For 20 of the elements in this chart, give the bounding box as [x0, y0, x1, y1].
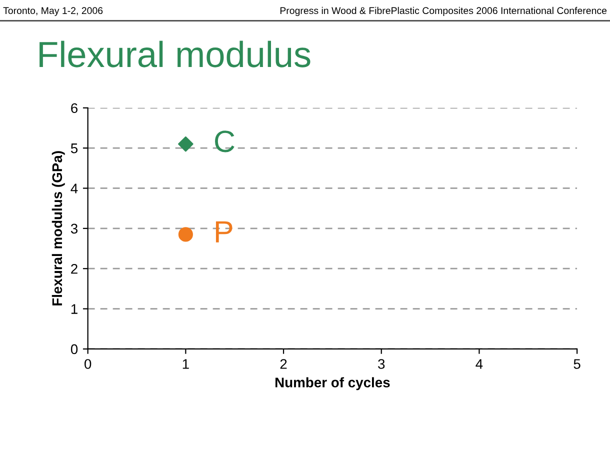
y-tick-label: 2 [71, 264, 78, 274]
x-tick-label: 1 [182, 359, 189, 369]
series-label: P [216, 221, 232, 242]
text: Toronto, May 1-2, 2006 [3, 7, 103, 16]
y-tick-label: 3 [70, 224, 78, 234]
text: Progress in Wood & FibrePlastic Composites 2006 International Conference [280, 6, 607, 16]
y-tick-label: 6 [71, 103, 78, 114]
y-tick-label: 5 [70, 144, 78, 154]
series-label: C [215, 130, 234, 152]
y-tick-label: 4 [70, 184, 78, 194]
chart-title: Flexural modulus [40, 40, 310, 68]
x-tick-label: 5 [574, 359, 580, 369]
y-tick-label: 0 [70, 344, 78, 354]
y-tick-label: 1 [71, 304, 78, 314]
y-axis-title: Flexural modulus (GPa) [52, 151, 65, 306]
x-tick-label: 2 [280, 359, 287, 369]
x-axis-title: Number of cycles [275, 377, 390, 390]
x-tick-label: 4 [476, 359, 483, 369]
x-tick-label: 3 [378, 359, 385, 369]
x-tick-label: 0 [84, 359, 92, 369]
